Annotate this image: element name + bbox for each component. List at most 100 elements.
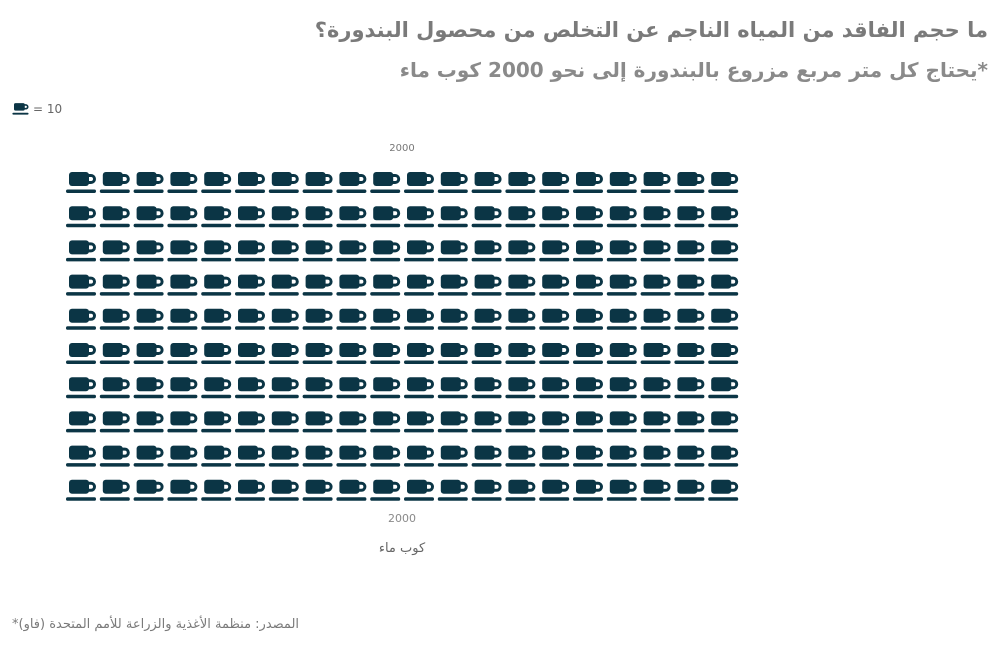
cup-icon [437,172,468,193]
cup-icon [437,411,468,433]
cup-icon [471,445,502,467]
cup-icon [302,377,333,399]
cup-icon [370,343,401,364]
cup-icon [66,445,96,467]
cup-icon [302,343,333,364]
cup-icon [708,172,739,193]
cup-icon [674,411,705,433]
cup-icon [505,206,536,228]
cup-icon [133,377,164,399]
cup-icon [235,411,265,433]
cup-icon [708,240,739,262]
cup-icon [640,172,671,193]
cup-icon [99,343,130,364]
cup-icon [606,411,637,433]
cup-icon [437,377,468,399]
cup-icon [505,411,536,433]
cup-icon [471,411,502,433]
cup-icon [99,172,130,193]
cup-icon [201,411,232,433]
cup-icon [674,343,705,364]
cup-icon [573,343,603,364]
cup-icon [66,377,96,399]
cup-icon [66,308,96,330]
cup-icon [640,274,671,296]
cup-icon [167,445,198,467]
cup-icon [640,479,671,501]
cup-icon [201,343,232,364]
cup-icon [336,274,367,296]
cup-icon [437,479,468,501]
cup-icon [573,206,603,228]
cup-icon [66,343,96,364]
cup-icon [66,206,96,228]
cup-icon [640,445,671,467]
cup-icon [573,479,603,501]
cup-icon [404,377,434,399]
cup-icon [336,445,367,467]
cup-icon [235,308,265,330]
cup-icon [99,240,130,262]
cup-icon [404,308,434,330]
cup-icon [370,479,401,501]
cup-icon [302,172,333,193]
total-top-label: 2000 [389,143,415,154]
cup-icon [539,377,570,399]
cup-icon [268,308,299,330]
cup-icon [235,172,265,193]
cup-icon [302,308,333,330]
cup-icon [201,172,232,193]
cup-icon [606,274,637,296]
cup-icon [235,343,265,364]
cup-icon [133,411,164,433]
cup-icon [167,206,198,228]
cup-icon [302,206,333,228]
cup-icon [539,240,570,262]
cup-icon [167,343,198,364]
cup-icon [201,308,232,330]
cup-icon [302,240,333,262]
cup-icon [505,240,536,262]
cup-icon [99,308,130,330]
cup-icon [674,308,705,330]
cup-icon [336,240,367,262]
cup-icon [99,445,130,467]
cup-icon [404,240,434,262]
cup-icon [437,240,468,262]
cup-icon [370,377,401,399]
cup-icon [133,206,164,228]
cup-icon [708,308,739,330]
cup-icon [66,411,96,433]
cup-icon [437,343,468,364]
cup-icon [674,240,705,262]
legend-text: = 10 [33,102,63,116]
legend-cup-icon [12,103,29,115]
cup-icon [539,172,570,193]
cup-icon [66,172,96,193]
cup-icon [302,274,333,296]
cup-icon [235,240,265,262]
cup-icon [268,172,299,193]
cup-icon [133,172,164,193]
cup-icon [268,343,299,364]
cup-icon [201,206,232,228]
cup-icon [268,445,299,467]
cup-icon [66,274,96,296]
cup-icon [437,445,468,467]
cup-icon [539,206,570,228]
cup-icon [268,377,299,399]
unit-label: كوب ماء [378,541,426,556]
cup-icon [437,308,468,330]
cup-icon [505,479,536,501]
cup-icon [99,206,130,228]
cup-icon [66,479,96,501]
cup-icon [640,308,671,330]
cup-icon [167,411,198,433]
cup-icon [235,274,265,296]
cup-icon [66,240,96,262]
cup-icon [606,479,637,501]
cup-icon [336,377,367,399]
cup-icon [201,274,232,296]
cup-icon [539,445,570,467]
